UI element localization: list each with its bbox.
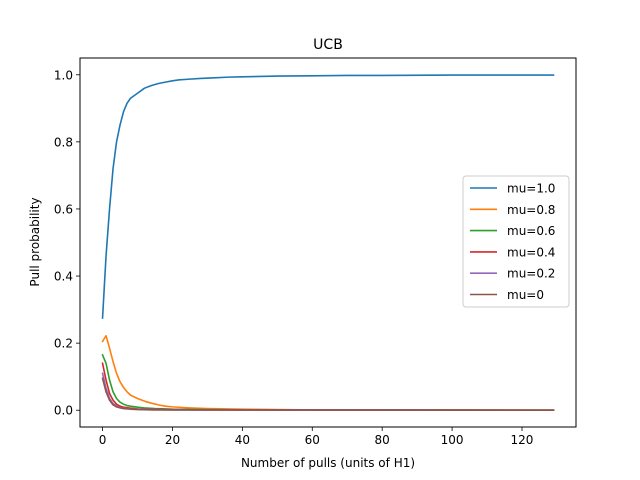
x-tick-label: 60 [305,433,320,447]
x-axis-ticks: 0 20 40 60 80 100 120 [99,427,534,447]
y-tick-label: 0.8 [54,135,73,149]
x-tick-label: 40 [235,433,250,447]
y-tick-label: 0.2 [54,337,73,351]
x-tick-label: 80 [375,433,390,447]
y-axis-label: Pull probability [28,197,42,286]
x-axis-label: Number of pulls (units of H1) [241,456,415,470]
legend-label-1: mu=0.8 [507,203,555,217]
series-line-0 [101,74,555,319]
y-tick-label: 1.0 [54,68,73,82]
plot-lines [101,74,555,412]
legend-label-4: mu=0.2 [507,267,555,281]
legend: mu=1.0 mu=0.8 mu=0.6 mu=0.4 mu=0.2 mu=0 [462,175,570,308]
y-axis-ticks: 0.0 0.2 0.4 0.6 0.8 1.0 [54,68,80,418]
x-tick-label: 20 [165,433,180,447]
chart-title: UCB [313,37,343,53]
series-line-5 [101,377,555,412]
x-tick-label: 0 [99,433,107,447]
x-tick-label: 100 [441,433,464,447]
legend-label-3: mu=0.4 [507,245,555,259]
x-tick-label: 120 [511,433,534,447]
legend-label-0: mu=1.0 [507,182,555,196]
y-tick-label: 0.6 [54,202,73,216]
legend-items: mu=1.0 mu=0.8 mu=0.6 mu=0.4 mu=0.2 mu=0 [470,182,555,302]
legend-label-5: mu=0 [507,288,544,302]
legend-label-2: mu=0.6 [507,224,555,238]
y-tick-label: 0.4 [54,270,73,284]
y-tick-label: 0.0 [54,404,73,418]
axes-frame [79,57,577,428]
